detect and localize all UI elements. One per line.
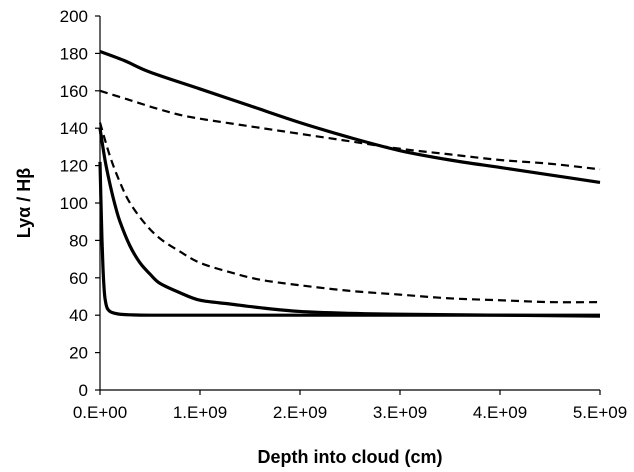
y-tick-label: 180 — [60, 44, 88, 63]
x-tick-label: 3.E+09 — [373, 403, 427, 422]
axes-layer — [99, 16, 600, 391]
y-tick-label: 140 — [60, 119, 88, 138]
y-tick-label: 80 — [69, 231, 88, 250]
x-tick-label: 0.E+00 — [73, 403, 127, 422]
x-tick-label: 4.E+09 — [473, 403, 527, 422]
y-tick-label: 120 — [60, 157, 88, 176]
series-layer — [98, 50, 601, 318]
y-tick-label: 200 — [60, 7, 88, 26]
x-tick-label: 2.E+09 — [273, 403, 327, 422]
y-tick-label: 60 — [69, 269, 88, 288]
y-axis-title: Lyα / Hβ — [14, 168, 34, 238]
ticks-layer: 0 20 40 60 80 100 120 140 160 180 200 0.E+00 1.E+09 2… — [60, 7, 628, 422]
series-line-3 — [98, 122, 601, 304]
x-tick-label: 1.E+09 — [173, 403, 227, 422]
y-tick-label: 0 — [79, 381, 88, 400]
y-tick-label: 160 — [60, 82, 88, 101]
series-line-1 — [99, 50, 601, 185]
series-line-5 — [98, 161, 600, 317]
y-tick-label: 40 — [69, 306, 88, 325]
series-line-2 — [99, 89, 601, 171]
y-tick-label: 20 — [69, 344, 88, 363]
x-tick-label: 5.E+09 — [573, 403, 627, 422]
y-tick-label: 100 — [60, 194, 88, 213]
series-line-4 — [98, 127, 601, 318]
x-axis-title: Depth into cloud (cm) — [258, 447, 443, 467]
